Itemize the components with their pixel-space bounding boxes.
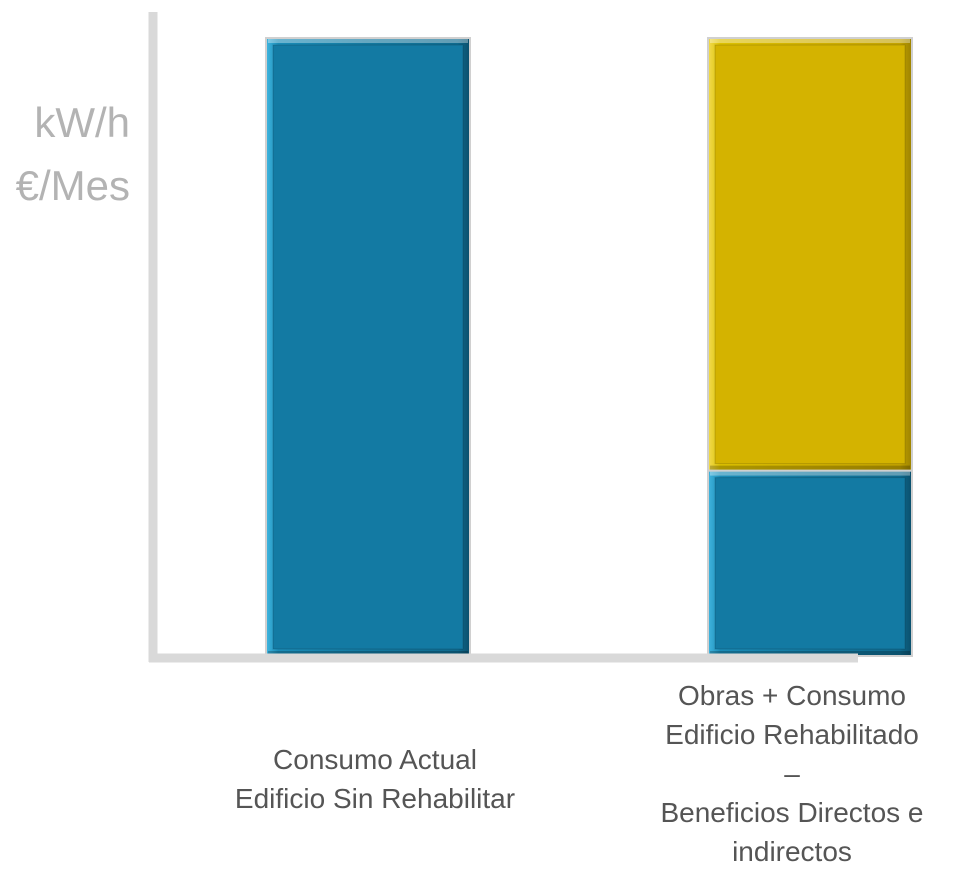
category-label-1: Consumo Actual Edificio Sin Rehabilitar xyxy=(234,744,516,814)
bar-2-segment-1 xyxy=(707,469,913,657)
bars xyxy=(265,37,913,657)
category-label-2: Obras + Consumo Edificio Rehabilitado – … xyxy=(660,680,924,867)
bar-1-segment-1 xyxy=(265,37,471,657)
y-axis-label-line-2: €/Mes xyxy=(15,162,130,209)
y-axis-label-line-1: kW/h xyxy=(34,99,130,146)
bar-2-segment-2 xyxy=(707,37,913,472)
